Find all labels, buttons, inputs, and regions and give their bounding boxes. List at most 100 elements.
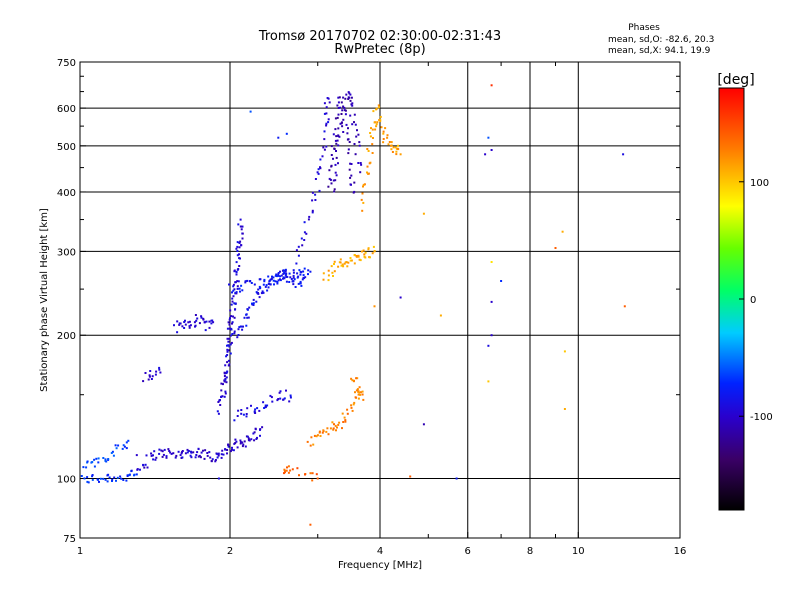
data-point: [259, 286, 262, 289]
data-point: [246, 316, 249, 319]
data-point: [184, 323, 187, 326]
y-tick-label: 600: [57, 104, 76, 115]
data-point: [371, 143, 374, 146]
data-point: [369, 132, 372, 134]
data-point: [346, 265, 349, 268]
data-point: [382, 132, 385, 135]
chart-title: Tromsø 20170702 02:30:00-02:31:43: [258, 29, 501, 44]
data-point: [240, 409, 243, 411]
data-point: [334, 163, 337, 166]
data-point: [225, 381, 228, 384]
data-point: [178, 322, 181, 325]
data-point: [241, 232, 244, 235]
data-point: [331, 421, 334, 424]
data-point: [91, 478, 94, 481]
data-point: [228, 318, 231, 321]
data-point: [263, 407, 266, 409]
data-point: [241, 328, 244, 331]
data-point: [235, 292, 238, 295]
phases-legend-x-mode: mean, sd,X: 94.1, 19.9: [608, 46, 711, 56]
data-point: [359, 259, 362, 262]
data-point: [233, 316, 236, 319]
data-point: [322, 272, 325, 275]
data-point: [357, 255, 360, 258]
data-point: [351, 102, 354, 105]
data-point: [386, 134, 389, 137]
data-point: [231, 321, 234, 324]
data-point: [189, 324, 192, 327]
data-point: [196, 451, 199, 454]
data-point: [91, 475, 94, 478]
data-point: [340, 101, 343, 104]
data-point: [325, 106, 328, 109]
data-point: [235, 247, 238, 250]
data-point: [149, 370, 152, 372]
data-point: [158, 366, 161, 369]
data-point: [167, 448, 170, 451]
data-point: [344, 419, 347, 422]
data-point: [211, 458, 214, 461]
data-point: [311, 209, 314, 212]
data-point: [106, 480, 109, 483]
data-point: [325, 430, 328, 433]
data-point: [302, 276, 305, 279]
data-point: [205, 320, 208, 323]
data-point: [322, 278, 325, 281]
data-point: [227, 344, 230, 347]
data-point: [224, 392, 227, 395]
data-point: [235, 270, 238, 273]
data-point: [83, 477, 86, 480]
data-point: [354, 123, 357, 126]
data-point: [292, 276, 295, 279]
data-point: [122, 479, 125, 481]
data-point: [318, 189, 321, 192]
data-point: [490, 300, 493, 303]
x-axis-label: Frequency [MHz]: [338, 560, 422, 571]
data-point: [279, 397, 282, 400]
data-point: [455, 477, 458, 480]
data-point: [259, 434, 261, 437]
data-point: [314, 193, 317, 196]
data-point: [223, 375, 226, 377]
data-point: [277, 279, 280, 282]
data-point: [150, 452, 153, 455]
data-point: [163, 448, 166, 451]
y-tick-label: 200: [57, 331, 76, 342]
data-point: [327, 274, 330, 277]
data-point: [228, 283, 230, 286]
data-point: [342, 421, 345, 423]
data-point: [296, 467, 299, 470]
data-point: [116, 476, 119, 479]
data-point: [315, 435, 318, 438]
data-point: [337, 265, 340, 268]
data-point: [301, 244, 304, 247]
data-point: [335, 135, 338, 138]
data-point: [99, 477, 102, 480]
data-point: [93, 465, 96, 468]
data-point: [289, 469, 292, 472]
data-point: [311, 211, 314, 214]
data-point: [334, 117, 337, 120]
data-point: [337, 96, 340, 99]
data-point: [125, 479, 128, 482]
data-point: [349, 176, 352, 179]
data-point: [241, 445, 244, 448]
data-point: [244, 445, 247, 448]
data-point: [259, 428, 262, 431]
data-point: [133, 474, 135, 477]
data-point: [357, 393, 360, 396]
data-point: [161, 450, 164, 453]
x-tick-label: 4: [377, 546, 383, 557]
data-point: [350, 259, 353, 262]
data-point: [217, 477, 220, 480]
data-point: [346, 412, 349, 415]
data-point: [237, 328, 240, 331]
data-point: [347, 127, 349, 130]
data-point: [343, 262, 346, 265]
data-point: [284, 268, 287, 271]
data-point: [162, 453, 165, 456]
data-point: [173, 324, 175, 327]
data-point: [348, 96, 351, 99]
data-point: [226, 452, 228, 455]
data-point: [107, 458, 110, 460]
